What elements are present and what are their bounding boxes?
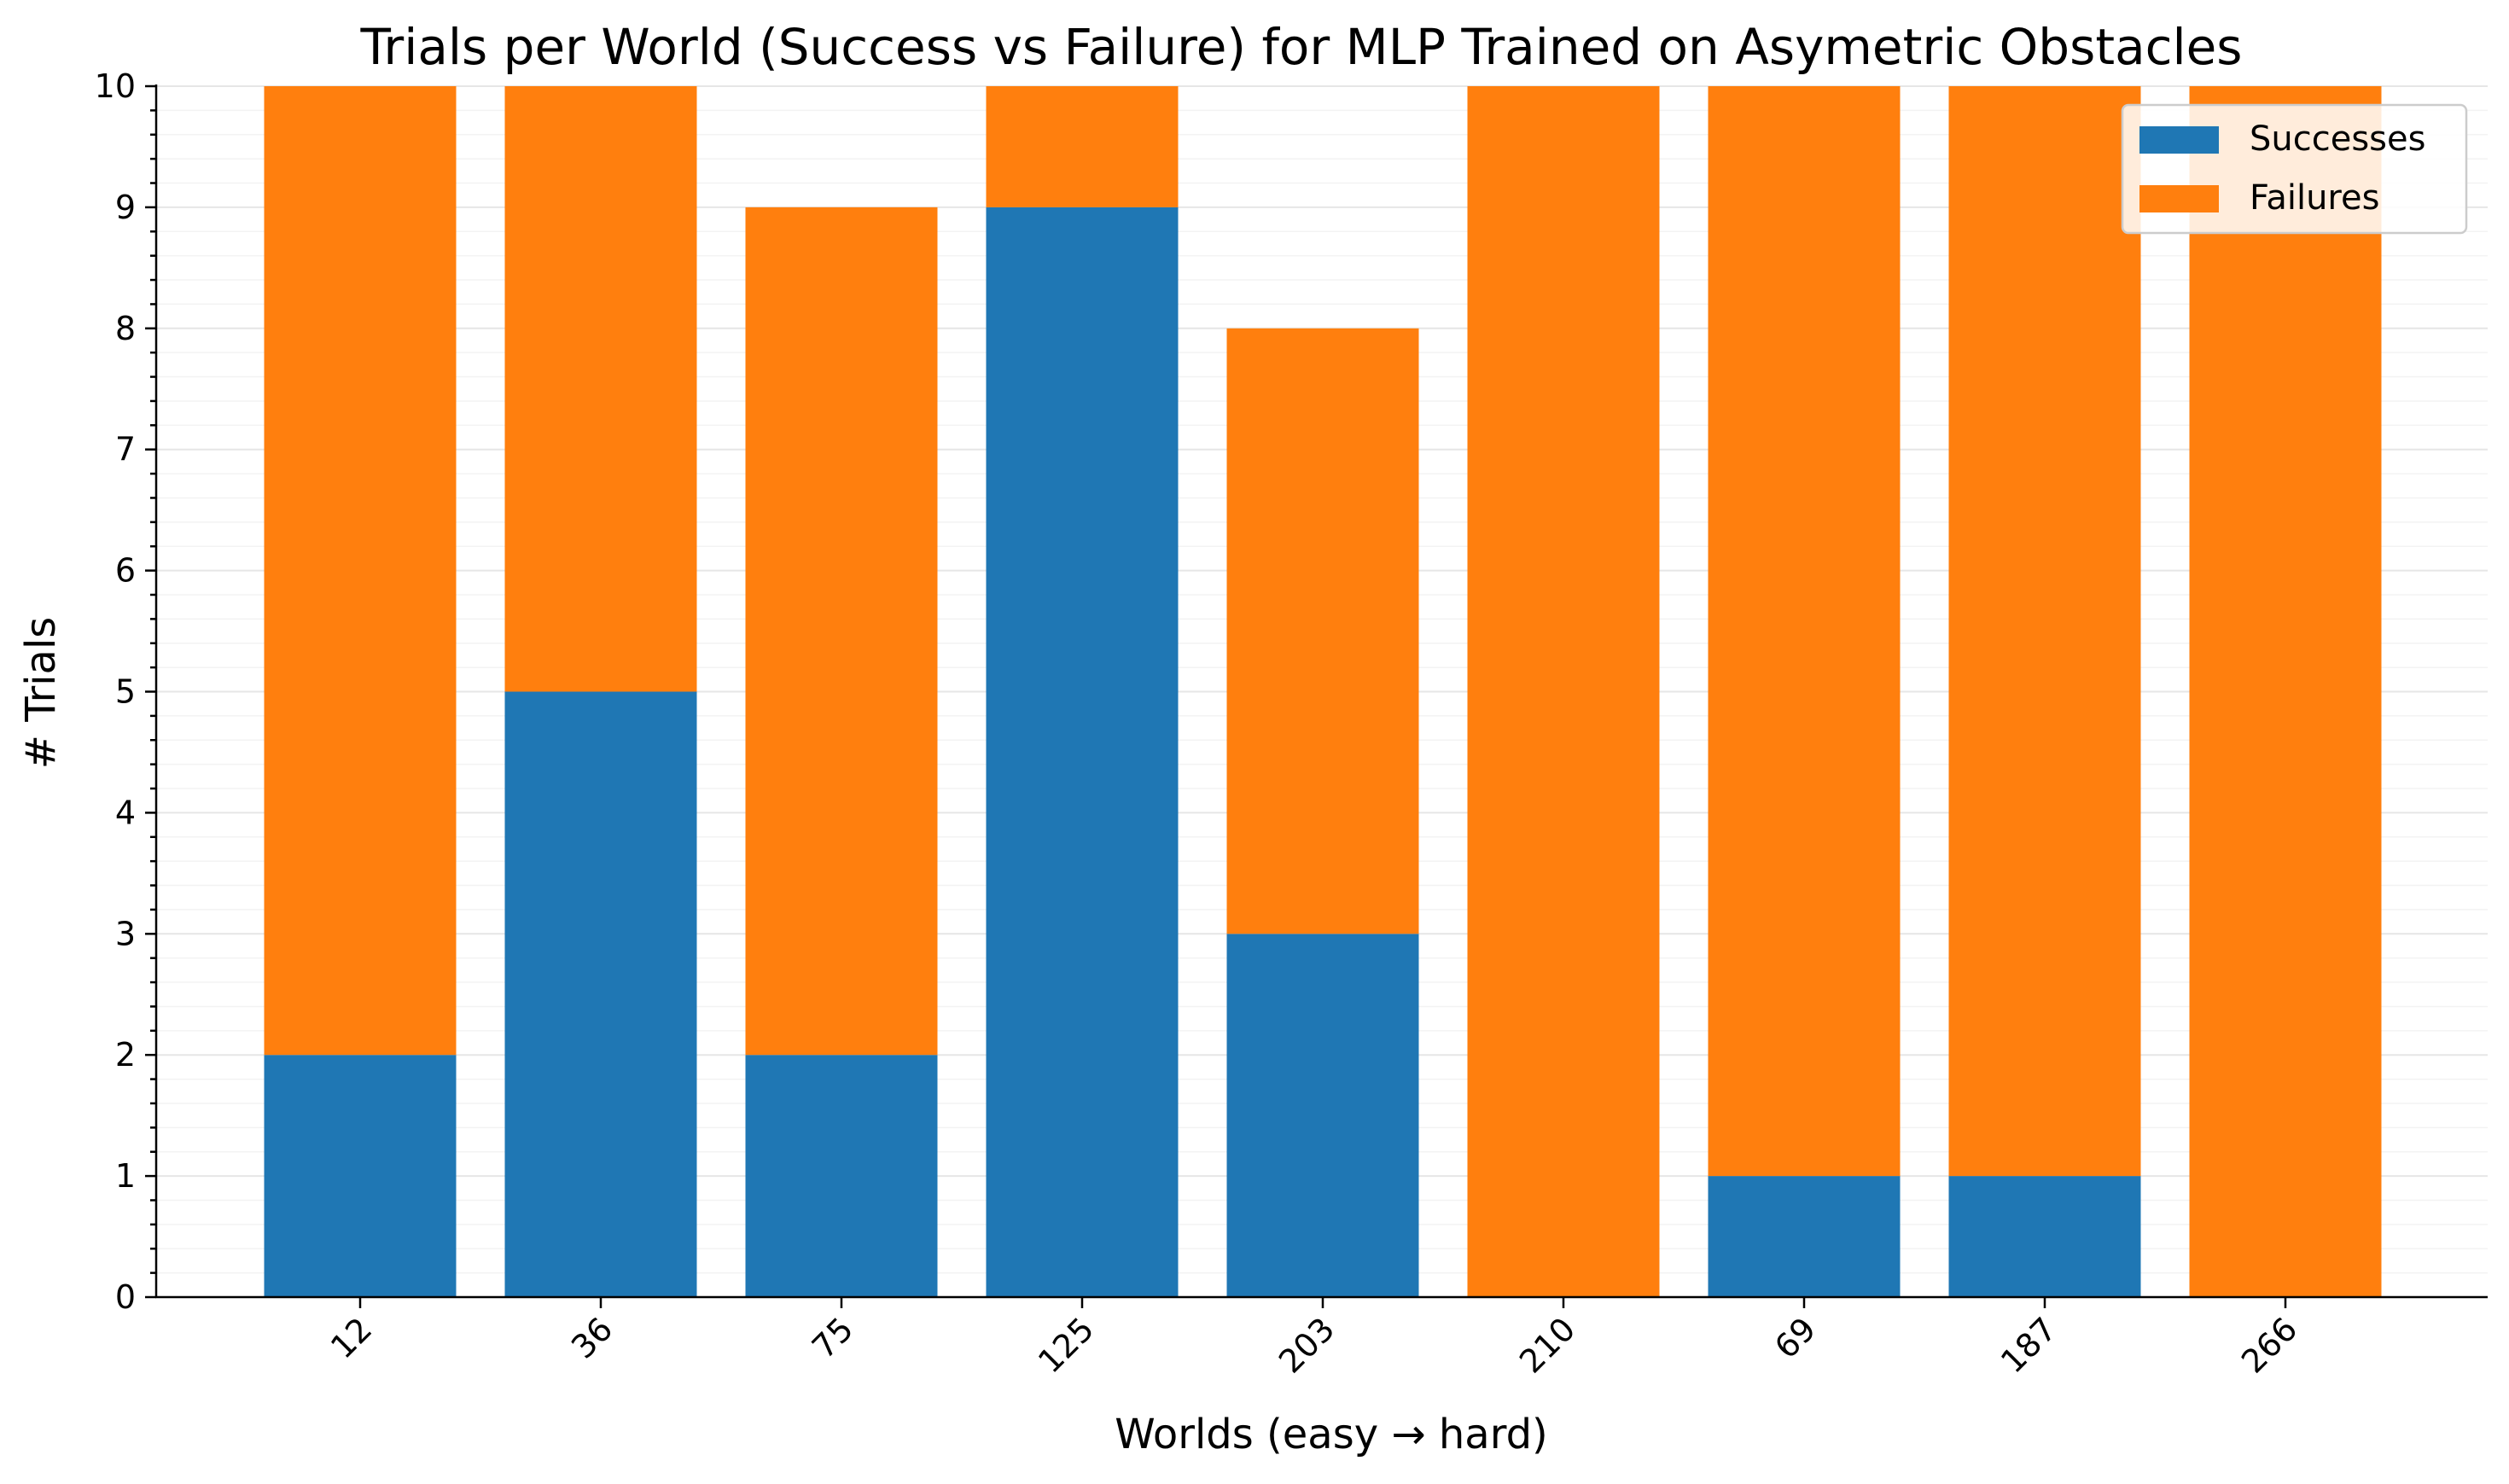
y-tick-label: 3 xyxy=(115,915,136,952)
bar-successes-125 xyxy=(986,207,1179,1297)
y-tick-label: 4 xyxy=(115,794,136,831)
legend-label-successes: Successes xyxy=(2250,119,2425,159)
bar-failures-36 xyxy=(504,86,697,692)
bar-failures-266 xyxy=(2189,86,2382,1297)
y-tick-label: 6 xyxy=(115,552,136,590)
legend: Successes Failures xyxy=(2121,103,2468,235)
bar-failures-125 xyxy=(986,86,1179,207)
y-tick-label: 9 xyxy=(115,189,136,226)
y-tick-label: 1 xyxy=(115,1157,136,1195)
legend-swatch-successes xyxy=(2139,126,2219,154)
bar-failures-210 xyxy=(1467,86,1660,1297)
bar-successes-12 xyxy=(264,1055,457,1297)
y-axis-label: # Trials xyxy=(17,617,65,770)
bar-failures-12 xyxy=(264,86,457,1056)
bar-failures-69 xyxy=(1708,86,1901,1177)
y-tick-label: 5 xyxy=(115,673,136,711)
legend-swatch-failures xyxy=(2139,185,2219,212)
bar-successes-75 xyxy=(745,1055,938,1297)
bars xyxy=(264,86,2382,1297)
bar-failures-187 xyxy=(1948,86,2141,1177)
chart-title: Trials per World (Success vs Failure) fo… xyxy=(359,18,2242,76)
bar-successes-187 xyxy=(1948,1176,2141,1297)
bar-successes-36 xyxy=(504,691,697,1297)
legend-label-failures: Failures xyxy=(2250,178,2379,218)
y-tick-label: 10 xyxy=(95,67,136,105)
y-tick-label: 0 xyxy=(115,1278,136,1316)
bar-successes-69 xyxy=(1708,1176,1901,1297)
bar-failures-203 xyxy=(1226,328,1419,934)
bar-successes-203 xyxy=(1226,934,1419,1297)
y-tick-label: 2 xyxy=(115,1036,136,1074)
y-tick-label: 8 xyxy=(115,310,136,347)
x-axis-label: Worlds (easy → hard) xyxy=(1115,1411,1548,1458)
y-tick-label: 7 xyxy=(115,431,136,468)
bar-failures-75 xyxy=(745,207,938,1056)
y-axis-ticks: 0 1 2 3 4 5 6 7 8 9 10 xyxy=(95,67,156,1316)
